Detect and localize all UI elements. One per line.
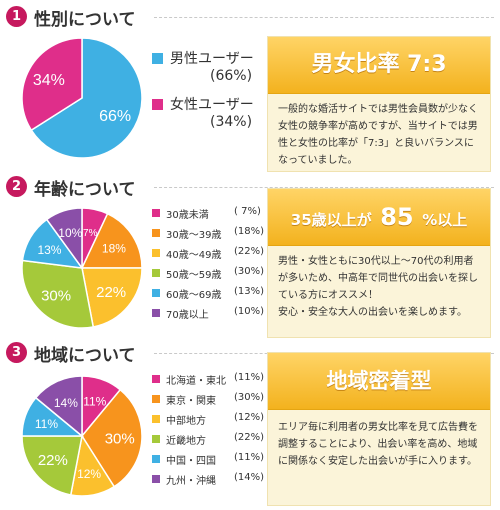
legend-swatch	[152, 269, 160, 277]
legend-label: 北海道・東北	[166, 376, 226, 387]
legend-swatch	[152, 375, 160, 383]
legend-label: 九州・沖縄	[166, 476, 216, 487]
legend-label: 70歳以上	[166, 310, 209, 321]
section-title: 年齢について	[34, 180, 136, 200]
legend-swatch	[152, 229, 160, 237]
legend-swatch	[152, 395, 160, 403]
legend-label: 中国・四国	[166, 456, 216, 467]
info-box: 35歳以上が 85 %以上 男性・女性ともに30代以上〜70代の利用者が多いため…	[267, 188, 491, 338]
slice-label: 30%	[41, 288, 71, 305]
legend-label: 50歳〜59歳	[166, 270, 222, 281]
description-paragraph: 男性・女性ともに30代以上〜70代の利用者が多いため、中高年で同世代の出会いを探…	[278, 256, 478, 301]
banner-prefix: 35歳以上が	[290, 211, 372, 229]
slice-label: 30%	[105, 430, 135, 447]
legend-label: 30歳未満	[166, 210, 209, 221]
legend-swatch	[152, 99, 163, 110]
slice-label: 14%	[54, 396, 78, 410]
legend-label: 30歳〜39歳	[166, 230, 222, 241]
legend-value: (34%)	[210, 114, 253, 130]
pie-slice	[34, 375, 83, 438]
slice-label: 34%	[33, 72, 65, 89]
banner-headline: 35歳以上が 85 %以上	[268, 189, 490, 246]
banner-headline: 地域密着型	[268, 353, 490, 410]
legend-swatch	[152, 209, 160, 217]
legend-value: (66%)	[210, 68, 253, 84]
slice-label: 12%	[77, 467, 101, 481]
legend-swatch	[152, 415, 160, 423]
legend-value: (18%)	[234, 226, 265, 237]
description-paragraph: 一般的な婚活サイトでは男性会員数が少なく女性の競争率が高めですが、当サイトでは男…	[278, 104, 478, 166]
banner-headline: 男女比率 7:3	[268, 37, 490, 94]
description: 一般的な婚活サイトでは男性会員数が少なく女性の競争率が高めですが、当サイトでは男…	[278, 101, 480, 169]
legend-label: 女性ユーザー	[170, 97, 254, 113]
pie-slice	[21, 435, 83, 496]
pie-slice	[81, 388, 143, 488]
legend-label: 近畿地方	[166, 436, 206, 447]
section-header: 2 年齢について	[4, 174, 498, 200]
slice-label: 13%	[37, 243, 61, 257]
pie-slice	[30, 37, 143, 159]
age-pie-chart: 7% 18% 22% 30% 13% 10%	[21, 207, 143, 329]
section-title: 性別について	[34, 10, 136, 30]
gender-pie-chart: 66% 34%	[21, 37, 143, 159]
description-paragraph: エリア毎に利用者の男女比率を見て広告費を調整することにより、出会い率を高め、地域…	[278, 422, 478, 467]
legend-value: (12%)	[234, 412, 265, 423]
section-header: 1 性別について	[4, 4, 498, 30]
description: エリア毎に利用者の男女比率を見て広告費を調整することにより、出会い率を高め、地域…	[278, 419, 480, 470]
legend-label: 40歳〜49歳	[166, 250, 222, 261]
dashed-divider	[154, 187, 494, 188]
slice-label: 66%	[99, 108, 131, 125]
legend-value: (10%)	[234, 306, 265, 317]
legend-value: (22%)	[234, 432, 265, 443]
banner-number: 85	[380, 203, 414, 231]
description: 男性・女性ともに30代以上〜70代の利用者が多いため、中高年で同世代の出会いを探…	[278, 253, 480, 321]
description-paragraph: 安心・安全な大人の出会いを楽しめます。	[278, 307, 467, 318]
region-section: 3 地域について 11% 30% 12% 22% 11% 14% 北海道・東北 (11%) 東…	[0, 340, 500, 508]
age-section: 2 年齢について 7% 18% 22% 30% 13% 10% 30歳未満 ( 7%) 30歳…	[0, 174, 500, 338]
section-number-badge: 3	[6, 342, 27, 363]
legend-swatch	[152, 53, 163, 64]
pie-slice	[80, 212, 143, 269]
legend-label: 60歳〜69歳	[166, 290, 222, 301]
legend-swatch	[152, 289, 160, 297]
info-box: 男女比率 7:3 一般的な婚活サイトでは男性会員数が少なく女性の競争率が高めです…	[267, 36, 491, 172]
slice-label: 11%	[35, 417, 58, 431]
pie-slice	[81, 267, 143, 328]
legend-value: (11%)	[234, 452, 265, 463]
info-box: 地域密着型 エリア毎に利用者の男女比率を見て広告費を調整することにより、出会い率…	[267, 352, 491, 506]
legend-value: (11%)	[234, 372, 265, 383]
slice-label: 22%	[38, 452, 68, 469]
legend-value: ( 7%)	[234, 206, 261, 217]
legend-swatch	[152, 435, 160, 443]
gender-section: 1 性別について 66% 34% 男性ユーザー (66%) 女性ユーザー (34%) 男…	[0, 4, 500, 172]
pie-slice	[45, 207, 83, 271]
slice-label: 11%	[83, 394, 106, 408]
banner-text: 地域密着型	[326, 369, 432, 393]
pie-slice	[21, 259, 95, 329]
slice-label: 10%	[58, 226, 82, 240]
slice-label: 7%	[83, 228, 98, 239]
section-number-badge: 2	[6, 176, 27, 197]
pie-slice	[21, 37, 83, 132]
slice-label: 22%	[96, 284, 126, 301]
legend-value: (14%)	[234, 472, 265, 483]
region-pie-chart: 11% 30% 12% 22% 11% 14%	[21, 375, 143, 497]
dashed-divider	[154, 17, 494, 18]
legend-value: (13%)	[234, 286, 265, 297]
slice-label: 18%	[102, 242, 126, 256]
legend-value: (22%)	[234, 246, 265, 257]
legend-label: 男性ユーザー	[170, 51, 254, 67]
legend-swatch	[152, 455, 160, 463]
banner-text: 男女比率 7:3	[311, 52, 447, 77]
legend-swatch	[152, 309, 160, 317]
legend-swatch	[152, 475, 160, 483]
legend-swatch	[152, 249, 160, 257]
section-number-badge: 1	[6, 6, 27, 27]
banner-suffix: %以上	[422, 211, 468, 229]
section-title: 地域について	[34, 346, 136, 366]
legend-label: 中部地方	[166, 416, 206, 427]
legend-value: (30%)	[234, 266, 265, 277]
legend-value: (30%)	[234, 392, 265, 403]
legend-label: 東京・関東	[166, 396, 216, 407]
